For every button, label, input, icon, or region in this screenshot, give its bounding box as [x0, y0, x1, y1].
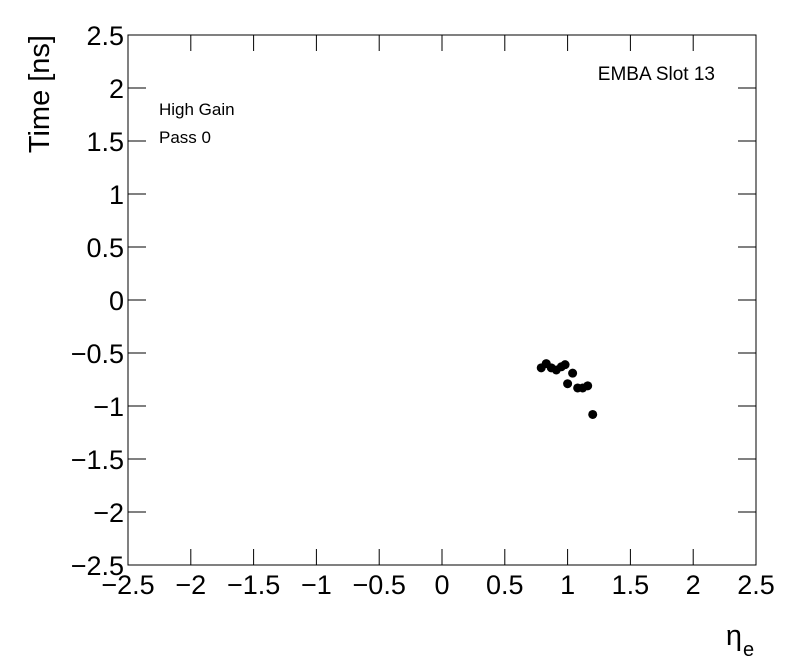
x-tick-label: 2.5	[737, 570, 775, 600]
point	[560, 360, 570, 370]
x-axis-label-subscript: e	[743, 639, 754, 661]
y-axis-label: Time [ns]	[24, 35, 56, 153]
y-tick-label: 1	[109, 180, 124, 210]
x-tick-label: −0.5	[353, 570, 406, 600]
point	[568, 368, 578, 378]
point	[583, 381, 593, 391]
x-tick-label: 0	[434, 570, 449, 600]
annotation: Pass 0	[159, 128, 211, 147]
x-tick-label: −1.5	[227, 570, 280, 600]
y-tick-label: 1.5	[86, 127, 124, 157]
y-tick-label: −1	[93, 392, 124, 422]
x-tick-label: 0.5	[486, 570, 524, 600]
y-tick-label: −1.5	[71, 445, 124, 475]
point	[563, 379, 573, 389]
x-tick-label: 1.5	[612, 570, 650, 600]
x-tick-label: 2	[686, 570, 701, 600]
annotation: EMBA Slot 13	[598, 64, 715, 85]
x-tick-label: −1	[301, 570, 332, 600]
x-tick-label: −2.5	[101, 570, 154, 600]
y-tick-label: 0	[109, 286, 124, 316]
y-tick-label: −2	[93, 498, 124, 528]
annotation: High Gain	[159, 100, 235, 119]
y-tick-label: −0.5	[71, 339, 124, 369]
x-tick-label: −2	[175, 570, 206, 600]
x-tick-label: 1	[560, 570, 575, 600]
y-tick-label: −2.5	[71, 551, 124, 581]
y-tick-label: 0.5	[86, 233, 124, 263]
y-tick-label: 2.5	[86, 21, 124, 51]
x-axis-label: η	[726, 620, 742, 652]
point	[588, 409, 598, 419]
y-tick-label: 2	[109, 74, 124, 104]
